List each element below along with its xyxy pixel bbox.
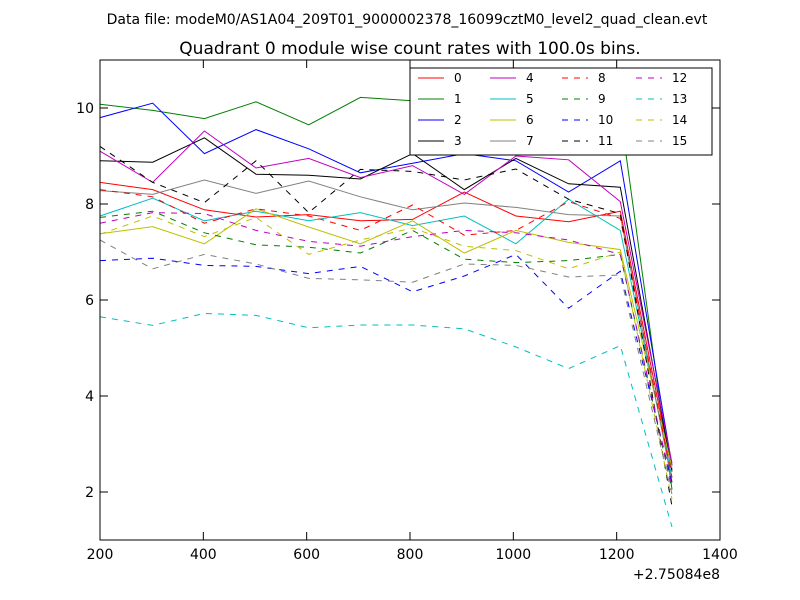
series-layer bbox=[99, 96, 673, 528]
legend-label-9: 9 bbox=[598, 92, 606, 106]
legend-label-6: 6 bbox=[526, 113, 534, 127]
figure-suptitle: Data file: modeM0/AS1A04_209T01_90000023… bbox=[107, 12, 708, 28]
x-tick-label: 1400 bbox=[702, 547, 738, 563]
legend-label-12: 12 bbox=[672, 71, 687, 85]
series-line-2 bbox=[99, 102, 673, 466]
y-tick-label: 10 bbox=[76, 101, 94, 117]
legend-label-7: 7 bbox=[526, 134, 534, 148]
x-tick-label: 1000 bbox=[496, 547, 532, 563]
series-line-12 bbox=[99, 212, 673, 488]
legend-label-14: 14 bbox=[672, 113, 687, 127]
series-line-6 bbox=[99, 208, 673, 469]
x-tick-label: 400 bbox=[190, 547, 217, 563]
series-line-13 bbox=[99, 312, 673, 528]
series-line-8 bbox=[99, 189, 673, 478]
series-line-3 bbox=[99, 137, 673, 471]
x-tick-label: 1200 bbox=[599, 547, 635, 563]
legend-label-0: 0 bbox=[454, 71, 462, 85]
legend-label-15: 15 bbox=[672, 134, 687, 148]
series-line-11 bbox=[99, 145, 673, 507]
legend-label-5: 5 bbox=[526, 92, 534, 106]
series-line-1 bbox=[99, 96, 673, 490]
legend-label-3: 3 bbox=[454, 134, 462, 148]
x-tick-label: 600 bbox=[293, 547, 320, 563]
y-tick-label: 6 bbox=[85, 293, 94, 309]
series-line-9 bbox=[99, 210, 673, 490]
legend-label-2: 2 bbox=[454, 113, 462, 127]
series-line-7 bbox=[99, 179, 673, 483]
legend-label-4: 4 bbox=[526, 71, 534, 85]
legend-label-13: 13 bbox=[672, 92, 687, 106]
series-line-4 bbox=[99, 130, 673, 464]
x-tick-label: 200 bbox=[87, 547, 114, 563]
x-tick-label: 800 bbox=[397, 547, 424, 563]
y-tick-label: 4 bbox=[85, 389, 94, 405]
y-tick-label: 2 bbox=[85, 485, 94, 501]
legend-label-11: 11 bbox=[598, 134, 613, 148]
series-line-10 bbox=[99, 253, 673, 483]
legend-label-1: 1 bbox=[454, 92, 462, 106]
legend-label-10: 10 bbox=[598, 113, 613, 127]
series-line-14 bbox=[99, 215, 673, 500]
x-offset-label: +2.75084e8 bbox=[633, 567, 720, 583]
legend-label-8: 8 bbox=[598, 71, 606, 85]
series-line-0 bbox=[99, 181, 673, 472]
series-line-15 bbox=[99, 239, 673, 495]
chart-title: Quadrant 0 module wise count rates with … bbox=[179, 39, 640, 59]
y-tick-label: 8 bbox=[85, 197, 94, 213]
series-line-5 bbox=[99, 197, 673, 478]
